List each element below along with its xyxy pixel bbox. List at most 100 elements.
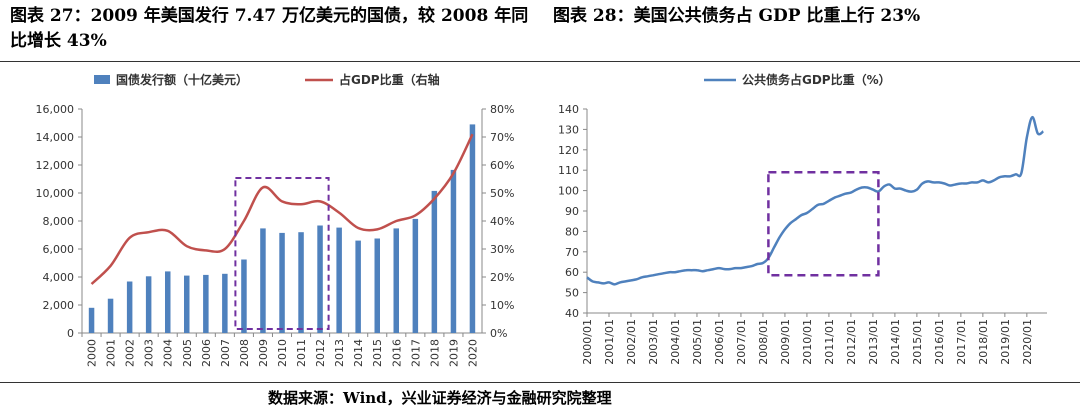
bar-2015 — [374, 238, 380, 333]
x-tick-label: 2003 — [143, 339, 156, 367]
x-tick-label: 2002 — [124, 339, 137, 367]
x-tick-label: 2011 — [295, 339, 308, 367]
bar-2009 — [260, 228, 266, 333]
bar-2020 — [469, 124, 476, 334]
x-tick-label: 2008 — [238, 339, 251, 367]
bar-2018 — [431, 190, 438, 333]
legend-swatch-bar — [94, 75, 110, 84]
bar-2001 — [107, 298, 114, 333]
y-tick-label: 140 — [558, 103, 579, 116]
x-tick-label: 2011/01 — [823, 319, 836, 365]
y-tick-label: 100 — [558, 185, 579, 198]
y-tick-label: 90 — [565, 205, 579, 218]
y-left-tick-label: 4,000 — [43, 271, 75, 284]
legend-label-line: 占GDP比重（右轴 — [339, 72, 440, 87]
y-left-tick-label: 6,000 — [43, 243, 75, 256]
y-left-tick-label: 8,000 — [43, 215, 75, 228]
x-tick-label: 2003/01 — [647, 319, 660, 365]
gdp-ratio-line — [90, 133, 474, 285]
x-tick-label: 2001/01 — [603, 319, 616, 365]
x-tick-label: 2015/01 — [911, 319, 924, 365]
y-tick-label: 80 — [565, 225, 579, 238]
y-right-tick-label: 40% — [490, 215, 514, 228]
x-tick-label: 2000 — [86, 339, 99, 367]
x-tick-label: 2015 — [371, 339, 384, 367]
x-tick-label: 2010 — [276, 339, 289, 367]
x-tick-label: 2012/01 — [845, 319, 858, 365]
y-right-tick-label: 0% — [490, 327, 507, 340]
x-tick-label: 2002/01 — [625, 319, 638, 365]
y-right-tick-label: 20% — [490, 271, 514, 284]
bar-2017 — [412, 218, 419, 333]
highlight-box-2008-2013 — [767, 170, 880, 277]
y-tick-label: 110 — [558, 164, 579, 177]
highlight-box-2008-2012 — [234, 177, 330, 330]
y-right-tick-label: 60% — [490, 159, 514, 172]
y-left-tick-label: 2,000 — [43, 299, 75, 312]
x-tick-label: 2006 — [200, 339, 213, 367]
bar-2008 — [241, 259, 247, 333]
x-tick-label: 2014/01 — [889, 319, 902, 365]
y-right-tick-label: 30% — [490, 243, 514, 256]
bond-issuance-chart: 国债发行额（十亿美元） 占GDP比重（右轴 0 2,000 4,000 6,000 8,00… — [36, 72, 515, 367]
y-left-tick-label: 10,000 — [36, 187, 75, 200]
bar-2012 — [317, 225, 323, 333]
y-tick-label: 120 — [558, 144, 579, 157]
x-tick-label: 2007/01 — [735, 319, 748, 365]
x-tick-label: 2007 — [219, 339, 232, 367]
y-tick-label: 70 — [565, 246, 579, 259]
x-tick-label: 2020 — [467, 339, 480, 367]
bar-2013 — [336, 227, 342, 333]
y-tick-label: 40 — [565, 307, 579, 320]
bar-2007 — [222, 273, 228, 333]
x-tick-label: 2009 — [257, 339, 270, 367]
data-source-note: 数据来源：Wind，兴业证券经济与金融研究院整理 — [268, 389, 612, 407]
bar-2000 — [88, 307, 95, 333]
y-left-tick-label: 14,000 — [36, 131, 75, 144]
bar-2014 — [355, 240, 361, 333]
bar-2016 — [393, 228, 399, 333]
x-tick-label: 2017 — [409, 339, 422, 367]
x-tick-label: 2018/01 — [977, 319, 990, 365]
x-tick-label: 2016/01 — [933, 319, 946, 365]
chart-28-title: 图表 28：美国公共债务占 GDP 比重上行 23% — [553, 6, 921, 26]
x-tick-label: 2009/01 — [779, 319, 792, 365]
chart-legend: 国债发行额（十亿美元） 占GDP比重（右轴 — [94, 72, 440, 87]
x-tick-label: 2004/01 — [669, 319, 682, 365]
bar-2005 — [184, 275, 190, 333]
x-tick-label: 2013 — [333, 339, 346, 367]
y-right-tick-label: 50% — [490, 187, 514, 200]
x-tick-label: 2004 — [162, 339, 175, 367]
x-tick-label: 2006/01 — [713, 319, 726, 365]
x-tick-label: 2017/01 — [955, 319, 968, 365]
debt-to-gdp-chart: 公共债务占GDP比重（%） 40 50 60 70 80 90 100 110 120 130 140… — [558, 72, 1047, 365]
chart-27-title: 图表 27：2009 年美国发行 7.47 万亿美元的国债，较 2008 年同比… — [10, 6, 529, 51]
x-tick-label: 2019 — [447, 339, 460, 367]
y-tick-label: 60 — [565, 266, 579, 279]
y-right-tick-label: 70% — [490, 131, 514, 144]
x-tick-label: 2014 — [352, 339, 365, 367]
x-tick-label: 2018 — [428, 339, 441, 367]
bar-2010 — [279, 232, 285, 333]
x-tick-label: 2019/01 — [999, 319, 1012, 365]
x-tick-label: 2010/01 — [801, 319, 814, 365]
x-tick-label: 2005/01 — [691, 319, 704, 365]
y-tick-label: 50 — [565, 287, 579, 300]
y-tick-label: 130 — [558, 123, 579, 136]
y-right-tick-label: 80% — [490, 103, 514, 116]
x-tick-label: 2001 — [105, 339, 118, 367]
x-tick-label: 2020/01 — [1021, 319, 1034, 365]
x-tick-label: 2012 — [314, 339, 327, 367]
bar-2019 — [450, 169, 457, 333]
y-left-tick-label: 0 — [67, 327, 74, 340]
y-left-tick-label: 16,000 — [36, 103, 75, 116]
bar-2002 — [126, 281, 133, 333]
chart-legend: 公共债务占GDP比重（%） — [704, 72, 891, 87]
x-tick-label: 2013/01 — [867, 319, 880, 365]
x-tick-label: 2000/01 — [581, 319, 594, 365]
bar-2011 — [298, 232, 304, 333]
y-right-tick-label: 10% — [490, 299, 514, 312]
x-tick-label: 2008/01 — [757, 319, 770, 365]
bar-2006 — [203, 274, 209, 333]
legend-label-bar: 国债发行额（十亿美元） — [116, 72, 248, 87]
